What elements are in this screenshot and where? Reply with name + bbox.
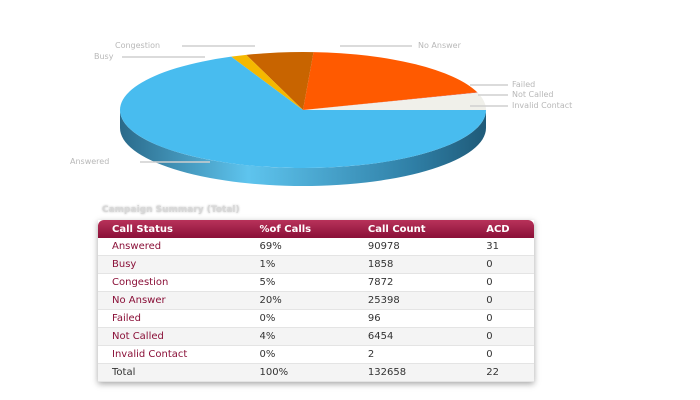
pie-slice [303,92,486,110]
slice-label: Failed [512,80,535,89]
table-row: Congestion 5% 7872 0 [98,273,534,292]
table-cell: 0 [472,255,534,274]
column-header: %of Calls [245,220,354,238]
table-cell: 22 [472,363,534,382]
table-cell: Answered [98,238,246,256]
table-row: No Answer 20% 25398 0 [98,291,534,310]
table-cell: 4% [245,327,354,346]
table-title: Campaign Summary (Total) [102,205,240,215]
pie-side [120,110,486,186]
pie-slice [231,54,303,110]
pie-slice [246,51,314,110]
table-cell: Congestion [98,273,246,292]
slice-label: No Answer [418,41,462,50]
table-cell: Invalid Contact [98,345,246,364]
pie-slice [303,52,478,110]
table-cell: 69% [245,238,354,256]
table-cell: 6454 [353,327,473,346]
table-cell: 1% [245,255,354,274]
summary-table: Call Status %of Calls Call Count ACD Answer… [98,220,534,382]
table-cell: 25398 [353,291,473,310]
table-cell: 2 [353,345,473,364]
slice-label: Busy [94,52,114,61]
table-cell: 100% [245,363,354,382]
table-cell: Busy [98,255,246,274]
table-cell: 90978 [353,238,473,256]
table-cell: 0 [472,327,534,346]
table-cell: 7872 [353,273,473,292]
table-row: Failed 0% 96 0 [98,309,534,328]
table-cell: 96 [353,309,473,328]
slice-label: Answered [70,157,109,166]
table-cell: 0 [472,309,534,328]
table-row: Total 100% 132658 22 [98,363,534,382]
table-cell: 5% [245,273,354,292]
table-cell: 0 [472,345,534,364]
table-row: Not Called 4% 6454 0 [98,327,534,346]
table-cell: 0 [472,273,534,292]
slice-label: Invalid Contact [512,101,572,110]
table-row: Invalid Contact 0% 2 0 [98,345,534,364]
table-cell: Not Called [98,327,246,346]
table-cell: 0 [472,291,534,310]
table-cell: 0% [245,345,354,364]
table-cell: 132658 [353,363,473,382]
pie-slice [303,92,478,110]
slice-label: Congestion [115,41,160,50]
table-row: Busy 1% 1858 0 [98,255,534,274]
table-cell: Total [98,363,246,382]
table-cell: 0% [245,309,354,328]
table-cell: No Answer [98,291,246,310]
table-row: Answered 69% 90978 31 [98,238,534,256]
pie-slice [120,56,486,169]
table-cell: 20% [245,291,354,310]
slice-label: Not Called [512,90,554,99]
table-cell: 31 [472,238,534,256]
column-header: Call Status [98,220,246,238]
table-cell: 1858 [353,255,473,274]
table-cell: Failed [98,309,246,328]
column-header: Call Count [353,220,473,238]
column-header: ACD [472,220,534,238]
